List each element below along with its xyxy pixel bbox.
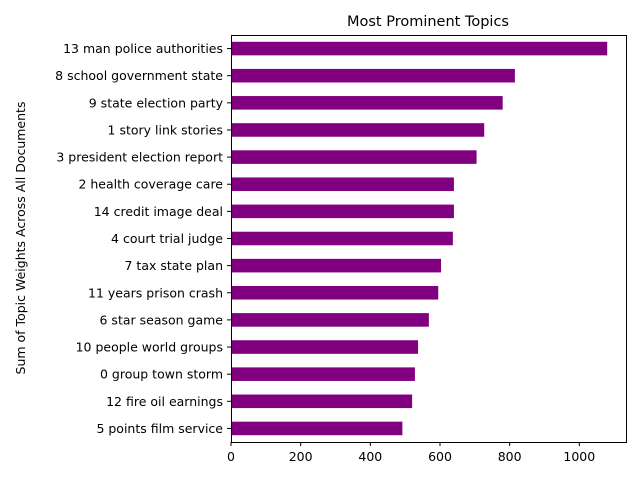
x-axis-ticks: 0 200 400 600 800 1000 bbox=[227, 442, 595, 464]
bar-4 bbox=[231, 150, 477, 164]
bar-6 bbox=[231, 204, 454, 219]
y-tick-label: 1 story link stories bbox=[108, 122, 223, 137]
bar-2 bbox=[231, 96, 503, 110]
y-axis-ticks: 13 man police authorities 8 school govern… bbox=[55, 41, 231, 436]
y-tick-label: 10 people world groups bbox=[76, 340, 223, 355]
y-tick-label: 4 court trial judge bbox=[111, 231, 223, 246]
bar-3 bbox=[231, 123, 485, 137]
x-tick-label: 800 bbox=[498, 449, 522, 464]
bar-8 bbox=[231, 258, 442, 273]
x-tick-label: 200 bbox=[289, 449, 313, 464]
bar-13 bbox=[231, 394, 413, 409]
bar-9 bbox=[231, 285, 439, 300]
y-tick-label: 6 star season game bbox=[100, 312, 224, 327]
bar-11 bbox=[231, 340, 419, 354]
bar-7 bbox=[231, 231, 453, 246]
x-tick-label: 0 bbox=[227, 449, 235, 464]
chart-title: Most Prominent Topics bbox=[347, 14, 509, 30]
y-tick-label: 9 state election party bbox=[89, 95, 224, 110]
y-tick-label: 3 president election report bbox=[56, 150, 223, 165]
y-tick-label: 13 man police authorities bbox=[63, 41, 223, 56]
bar-5 bbox=[231, 177, 454, 192]
x-tick-label: 1000 bbox=[563, 449, 595, 464]
y-tick-label: 12 fire oil earnings bbox=[106, 394, 223, 409]
x-tick-label: 600 bbox=[428, 449, 452, 464]
y-tick-label: 2 health coverage care bbox=[78, 177, 223, 192]
y-tick-label: 5 points film service bbox=[96, 421, 223, 436]
bar-12 bbox=[231, 367, 415, 381]
y-tick-label: 0 group town storm bbox=[100, 367, 223, 382]
bars-group bbox=[231, 41, 608, 436]
y-tick-label: 7 tax state plan bbox=[125, 258, 224, 273]
bar-10 bbox=[231, 313, 429, 327]
y-tick-label: 11 years prison crash bbox=[88, 285, 223, 300]
plot-frame bbox=[231, 35, 627, 443]
y-axis-label: Sum of Topic Weights Across All Document… bbox=[13, 102, 28, 375]
bar-14 bbox=[231, 421, 403, 436]
y-tick-label: 14 credit image deal bbox=[94, 204, 223, 219]
bar-0 bbox=[231, 41, 608, 56]
x-tick-label: 400 bbox=[358, 449, 382, 464]
y-tick-label: 8 school government state bbox=[55, 68, 223, 83]
bar-1 bbox=[231, 68, 515, 83]
